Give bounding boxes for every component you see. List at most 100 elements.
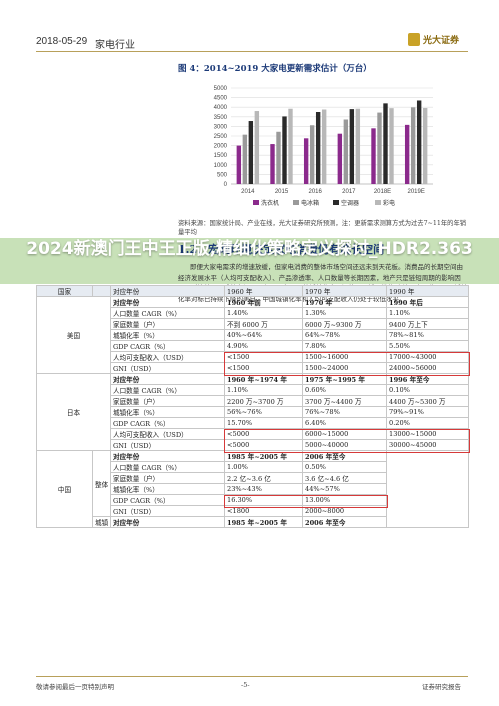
table-row: GNI（USD） <1800 2000~8000 xyxy=(37,505,469,517)
bar-0 xyxy=(270,144,275,184)
figure-title: 图 4：2014~2019 大家电更新需求估计（万台） xyxy=(178,64,372,74)
table-cell: 15.70% xyxy=(224,417,303,429)
header-rule xyxy=(36,51,468,52)
table-row: 人口数量 CAGR（%） 1.40% 1.30% 1.10% xyxy=(37,307,469,319)
bar-2 xyxy=(248,121,254,184)
country-cell: 中国 xyxy=(36,450,93,528)
legend-swatch xyxy=(253,200,259,205)
source-note: 资料来源：国家统计局、产业在线，光大证券研究所预测，注：更新需求测算方式为过去7… xyxy=(178,220,467,236)
country-cell: 美国 xyxy=(36,296,111,374)
row-label: 家庭数量（户） xyxy=(110,395,225,407)
x-tick-label: 2018E xyxy=(374,189,391,195)
table-row: 家庭数量（户） 2200 万~3700 万 3700 万~4400 万 4400… xyxy=(37,395,469,407)
table-cell: 1985 年~2005 年 xyxy=(224,516,303,528)
y-tick-label: 1500 xyxy=(214,153,228,159)
bar-1 xyxy=(242,134,248,184)
legend-label: 空调器 xyxy=(341,199,359,207)
table-cell: 2006 年至今 xyxy=(302,516,387,528)
section-title: 1.2、宏观环境决定家电消费仍有成长空间 xyxy=(178,243,385,256)
legend-swatch xyxy=(375,200,381,205)
row-label: 人均可支配收入（USD） xyxy=(110,428,225,440)
bar-3 xyxy=(355,108,361,184)
table-cell: 1.00% xyxy=(224,461,303,473)
y-tick-label: 4500 xyxy=(214,96,228,102)
row-label: 对应年份 xyxy=(110,516,225,528)
table-cell: 4.90% xyxy=(224,340,303,352)
country-cell: 日本 xyxy=(36,373,111,451)
legend-swatch xyxy=(293,200,299,205)
bar-2 xyxy=(416,100,422,184)
legend-label: 彩电 xyxy=(383,199,395,207)
row-label: 家庭数量（户） xyxy=(110,472,225,484)
table-cell: 1.40% xyxy=(224,307,303,319)
header-cell: 1960 年 xyxy=(224,285,303,297)
legend-label: 洗衣机 xyxy=(261,199,279,207)
x-tick-label: 2019E xyxy=(407,189,424,195)
table-cell: 79%~91% xyxy=(386,406,469,418)
legend-label: 电冰箱 xyxy=(301,199,319,207)
highlight-box-cn xyxy=(224,495,388,508)
footer-rule xyxy=(36,676,468,677)
table-cell: 44%~57% xyxy=(302,483,387,495)
bar-0 xyxy=(303,138,309,184)
footer-disclaimer: 敬请参阅最后一页特别声明 xyxy=(36,683,114,691)
bar-3 xyxy=(389,108,394,184)
bar-0 xyxy=(371,128,376,184)
table-cell: 2.2 亿~3.6 亿 xyxy=(224,472,303,484)
table-cell: 1.10% xyxy=(386,307,469,319)
row-label: 城镇化率（%） xyxy=(110,329,225,341)
table-row: 美国 对应年份 1960 年前 1970 年 1990 年后 xyxy=(36,296,469,374)
highlight-box-jp xyxy=(224,429,470,453)
table-row: 人口数量 CAGR（%） 1.00% 0.50% xyxy=(37,461,469,473)
table-cell: 76%~78% xyxy=(302,406,387,418)
bar-2 xyxy=(315,112,321,184)
bar-0 xyxy=(236,145,242,184)
header-cell: 1970 年 xyxy=(302,285,387,297)
table-cell: 1960 年前 xyxy=(224,296,303,308)
table-cell: 5.50% xyxy=(386,340,469,352)
bar-1 xyxy=(309,125,315,184)
table-row: GNI（USD） <5000 5000~40000 30000~45000 xyxy=(37,439,469,451)
bar-chart: 0 500 1000 1500 2000 2500 3000 3500 4000 4500 5000… xyxy=(214,86,433,207)
table-cell: 6.40% xyxy=(302,417,387,429)
table-cell: 40%~64% xyxy=(224,329,303,341)
row-label: 城镇化率（%） xyxy=(110,483,225,495)
bar-0 xyxy=(337,133,343,184)
footer-label: 证券研究报告 xyxy=(422,683,461,691)
company-logo: 光大证券 xyxy=(408,33,459,46)
y-tick-label: 1000 xyxy=(214,163,228,169)
table-cell: 3.6 亿~4.6 亿 xyxy=(302,472,387,484)
row-label: GNI（USD） xyxy=(110,505,225,517)
table-row: 人均可支配收入（USD） <1500 1500~16000 17000~4300… xyxy=(37,351,469,363)
table-cell: 23%~43% xyxy=(224,483,303,495)
bar-0 xyxy=(404,124,410,184)
bar-3 xyxy=(288,108,293,184)
empty-cell xyxy=(386,450,469,528)
row-label: 家庭数量（户） xyxy=(110,318,225,330)
table-cell: 6000 万~9300 万 xyxy=(302,318,387,330)
bar-1 xyxy=(276,131,281,184)
header-date: 2018-05-29 xyxy=(36,36,88,47)
row-label: GNI（USD） xyxy=(110,439,225,451)
row-label: 对应年份 xyxy=(110,373,225,385)
table-row: 家庭数量（户） 不到 6000 万 6000 万~9300 万 9400 万上下 xyxy=(37,318,469,330)
row-label: 人口数量 CAGR（%） xyxy=(110,307,225,319)
bar-2 xyxy=(282,116,287,184)
header-cell: 对应年份 xyxy=(110,285,225,297)
table-cell: 1.10% xyxy=(224,384,303,396)
table-row: 中国 整体 对应年份 1985 年~2005 年 2006 年至今 xyxy=(36,450,469,528)
table-cell: 0.50% xyxy=(302,461,387,473)
table-cell: 1970 年 xyxy=(302,296,387,308)
bar-2 xyxy=(349,109,355,184)
x-tick-label: 2015 xyxy=(275,189,289,195)
table-cell: 不到 6000 万 xyxy=(224,318,303,330)
table-row: 城镇化率（%） 23%~43% 44%~57% xyxy=(37,483,469,495)
row-label: 人口数量 CAGR（%） xyxy=(110,384,225,396)
logo-text: 光大证券 xyxy=(423,36,460,46)
y-tick-label: 5000 xyxy=(214,86,228,92)
y-tick-label: 500 xyxy=(217,172,228,178)
table-cell: 56%~76% xyxy=(224,406,303,418)
table-cell: 78%~81% xyxy=(386,329,469,341)
bar-1 xyxy=(410,107,416,184)
table-cell: 4400 万~5300 万 xyxy=(386,395,469,407)
